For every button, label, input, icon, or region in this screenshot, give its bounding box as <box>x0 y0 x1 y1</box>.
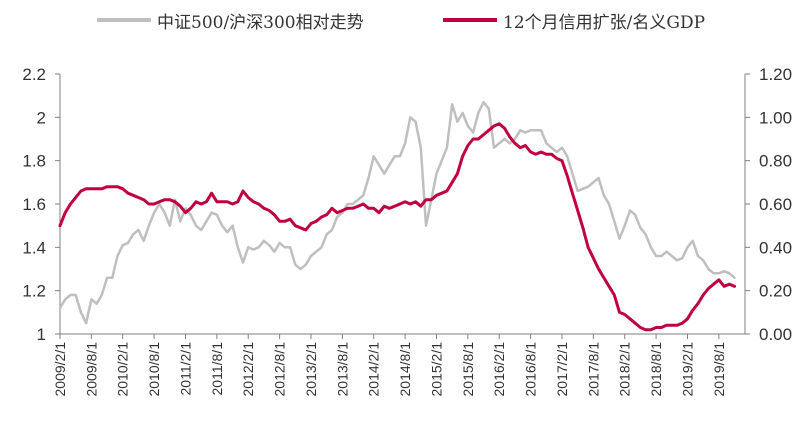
y-right-tick-label: 1.20 <box>759 65 792 84</box>
x-tick-label: 2018/8/1 <box>648 342 664 397</box>
x-tick-label: 2012/8/1 <box>272 342 288 397</box>
y-right-tick-label: 0.00 <box>759 325 792 344</box>
x-tick-label: 2009/2/1 <box>52 342 68 397</box>
y-right-tick-label: 0.80 <box>759 152 792 171</box>
x-tick-label: 2011/2/1 <box>177 342 193 396</box>
y-left-tick-label: 2 <box>37 108 46 127</box>
x-tick-label: 2015/2/1 <box>428 342 444 397</box>
x-tick-label: 2010/8/1 <box>146 342 162 397</box>
y-right-tick-label: 0.60 <box>759 195 792 214</box>
legend-item-series-2: 12个月信用扩张/名义GDP <box>443 8 706 33</box>
x-tick-label: 2009/8/1 <box>83 342 99 397</box>
x-tick-label: 2010/2/1 <box>115 342 131 397</box>
y-left-tick-label: 1.2 <box>22 282 46 301</box>
y-right-tick-label: 0.40 <box>759 238 792 257</box>
x-tick-label: 2012/2/1 <box>240 342 256 397</box>
y-left-tick-label: 2.2 <box>22 65 46 84</box>
x-tick-label: 2017/8/1 <box>585 342 601 397</box>
x-tick-label: 2019/2/1 <box>679 342 695 397</box>
x-tick-label: 2016/2/1 <box>491 342 507 397</box>
x-tick-label: 2018/2/1 <box>617 342 633 397</box>
x-tick-label: 2014/2/1 <box>366 342 382 397</box>
x-tick-label: 2017/2/1 <box>554 342 570 397</box>
series-line-2 <box>58 122 736 332</box>
x-tick-label: 2011/8/1 <box>209 342 225 396</box>
series-line-1 <box>58 100 736 325</box>
x-tick-label: 2016/8/1 <box>523 342 539 397</box>
x-tick-label: 2013/2/1 <box>303 342 319 397</box>
y-right-tick-label: 0.20 <box>759 282 792 301</box>
legend-label-series-1: 中证500/沪深300相对走势 <box>157 12 364 33</box>
y-left-tick-label: 1.8 <box>22 152 46 171</box>
legend-item-series-1: 中证500/沪深300相对走势 <box>97 8 364 33</box>
x-tick-label: 2013/8/1 <box>334 342 350 397</box>
x-tick-label: 2015/8/1 <box>460 342 476 397</box>
legend-swatch-gray <box>97 18 151 22</box>
y-left-tick-label: 1.6 <box>22 195 46 214</box>
y-left-tick-label: 1 <box>37 325 46 344</box>
x-tick-label: 2014/8/1 <box>397 342 413 397</box>
x-tick-label: 2019/8/1 <box>711 342 727 397</box>
legend-label-series-2: 12个月信用扩张/名义GDP <box>503 12 706 33</box>
y-left-tick-label: 1.4 <box>22 238 46 257</box>
legend-swatch-red <box>443 18 497 22</box>
y-right-tick-label: 1.00 <box>759 108 792 127</box>
